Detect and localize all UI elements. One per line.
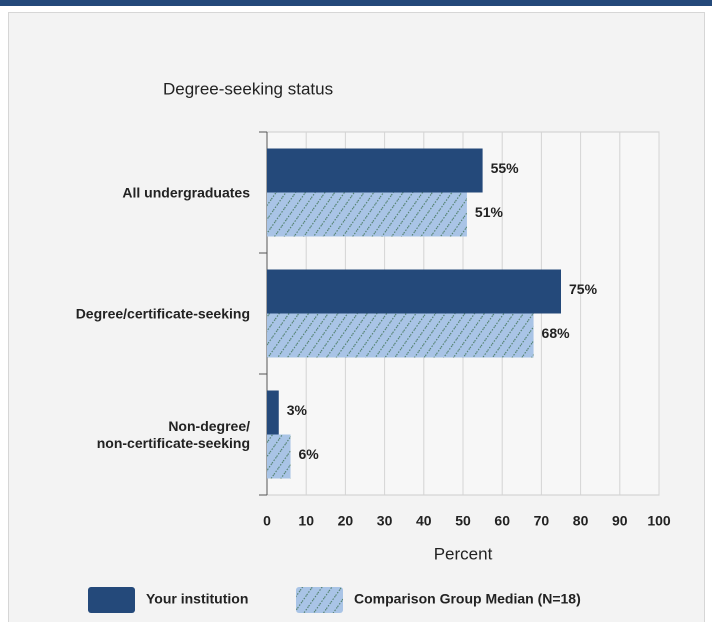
x-tick-label: 60 (494, 513, 510, 529)
value-label: 75% (569, 281, 598, 297)
bar (267, 313, 534, 358)
y-tick-label: Degree/certificate-seeking (75, 305, 250, 321)
legend-swatch (88, 587, 135, 613)
value-label: 55% (491, 160, 520, 176)
value-label: 6% (299, 446, 320, 462)
x-tick-label: 50 (455, 513, 471, 529)
bar (267, 148, 483, 193)
legend-label: Your institution (146, 591, 248, 607)
value-label: 68% (542, 325, 571, 341)
x-tick-label: 10 (298, 513, 314, 529)
legend-swatch (296, 587, 343, 613)
top-bar (0, 0, 712, 6)
x-tick-label: 20 (338, 513, 354, 529)
bar (267, 390, 279, 435)
x-tick-label: 100 (647, 513, 671, 529)
x-tick-label: 40 (416, 513, 432, 529)
bar (267, 192, 467, 237)
x-tick-label: 70 (534, 513, 550, 529)
x-tick-label: 30 (377, 513, 393, 529)
y-tick-label: Non-degree/ non-certificate-seeking (96, 417, 250, 451)
legend-label: Comparison Group Median (N=18) (354, 591, 581, 607)
value-label: 3% (287, 402, 308, 418)
x-axis-label: Percent (434, 544, 493, 563)
bar (267, 269, 561, 314)
y-tick-label: All undergraduates (122, 184, 250, 200)
bar (267, 434, 291, 479)
x-tick-label: 80 (573, 513, 589, 529)
x-tick-label: 0 (263, 513, 271, 529)
chart-title: Degree-seeking status (163, 79, 333, 98)
value-label: 51% (475, 204, 504, 220)
x-tick-label: 90 (612, 513, 628, 529)
